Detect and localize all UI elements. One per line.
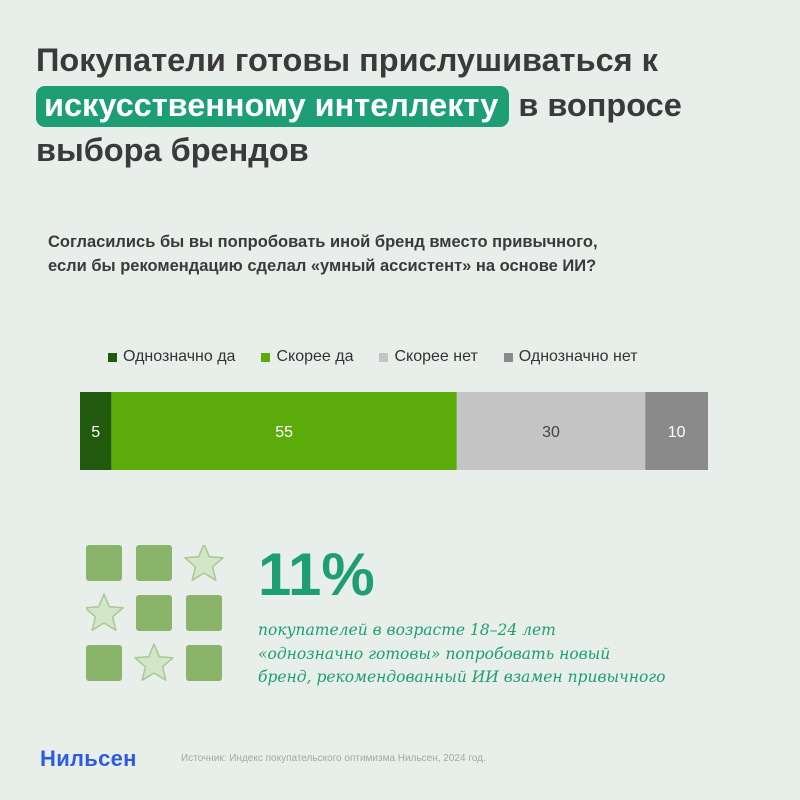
square-icon xyxy=(186,595,222,631)
stacked-bar-chart: 5 55 30 10 xyxy=(80,392,708,470)
bar-segment xyxy=(111,392,457,470)
square-icon xyxy=(186,645,222,681)
bar-value-label: 55 xyxy=(275,424,293,441)
stat-line-2: «однозначно готовы» попробовать новый xyxy=(258,644,611,663)
star-icon xyxy=(86,593,124,631)
headline-part2: в вопросе выбора брендов xyxy=(36,87,682,168)
legend-item: Однозначно да xyxy=(108,348,235,366)
headline-highlight: искусственному интеллекту xyxy=(36,86,510,127)
square-icon xyxy=(136,595,172,631)
legend-swatch xyxy=(379,352,389,362)
square-icon xyxy=(86,545,122,581)
bar-segment xyxy=(80,392,112,470)
headline: Покупатели готовы прислушиваться к искус… xyxy=(36,38,766,173)
nielsen-logo: Нильсен xyxy=(40,746,137,771)
chart-legend: Однозначно да Скорее да Скорее нет Однознач… xyxy=(108,347,638,367)
bar-segment xyxy=(645,392,708,470)
square-icon xyxy=(136,545,172,581)
legend-item: Однозначно нет xyxy=(503,348,638,366)
legend-item: Скорее нет xyxy=(379,348,478,366)
bar-value-label: 10 xyxy=(668,424,686,441)
legend-swatch xyxy=(108,352,117,362)
headline-part1: Покупатели готовы прислушиваться к xyxy=(36,42,658,78)
legend-label: Однозначно да xyxy=(123,348,236,365)
legend-label: Однозначно нет xyxy=(518,348,638,365)
star-icon xyxy=(134,643,174,681)
legend-item: Скорее да xyxy=(261,348,353,366)
bar-segment xyxy=(456,392,646,470)
star-icon xyxy=(184,545,224,581)
stat-line-3: бренд, рекомендованный ИИ взамен привычн… xyxy=(258,668,666,686)
bar-value-label: 30 xyxy=(542,424,560,441)
stat-line-1: покупателей в возрасте 18–24 лет xyxy=(258,621,556,639)
source-note: Источник: Индекс покупательского оптимиз… xyxy=(181,753,486,764)
square-icon xyxy=(86,645,122,681)
survey-question: Согласились бы вы попробовать иной бренд… xyxy=(48,230,728,278)
legend-swatch xyxy=(503,352,513,362)
legend-label: Скорее нет xyxy=(394,348,478,365)
stat-description: покупателей в возрасте 18–24 лет «однозн… xyxy=(258,619,738,690)
question-line-2: если бы рекомендацию сделал «умный ассис… xyxy=(48,257,597,275)
legend-label: Скорее да xyxy=(276,348,354,365)
icon-grid xyxy=(86,545,224,681)
legend-swatch xyxy=(261,352,271,362)
bar-value-label: 5 xyxy=(91,424,100,441)
question-line-1: Согласились бы вы попробовать иной бренд… xyxy=(48,233,598,251)
stat-number: 11% xyxy=(258,541,375,608)
